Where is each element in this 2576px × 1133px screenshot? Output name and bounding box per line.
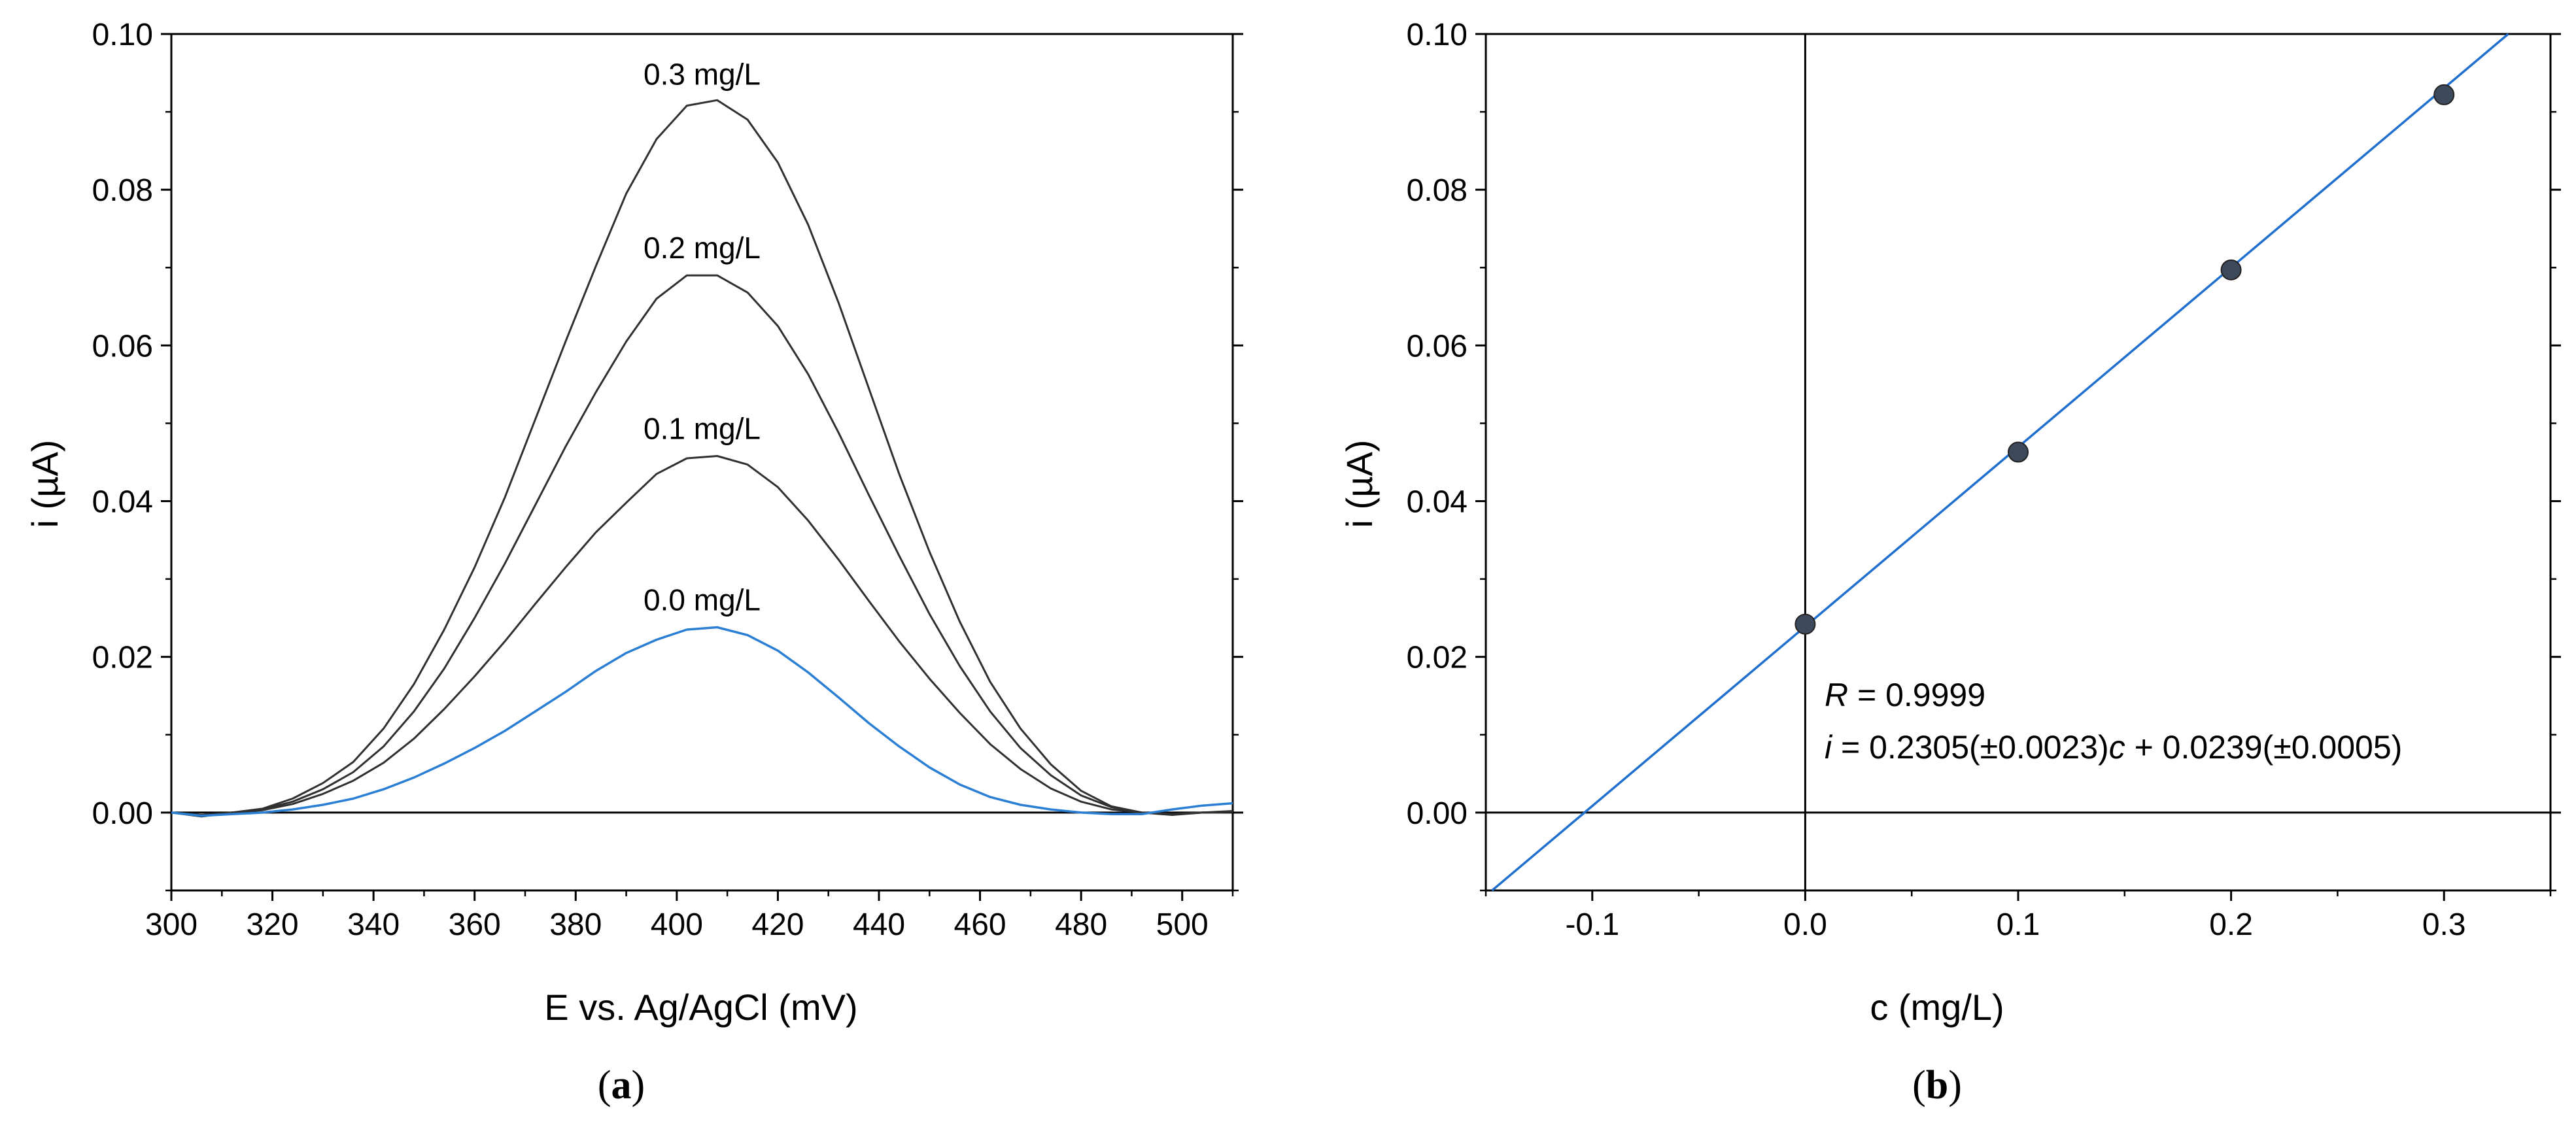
panel-b-data-point bbox=[2433, 84, 2455, 105]
panel-b-equation-annotation: i = 0.2305(±0.0023)c + 0.0239(±0.0005) bbox=[1825, 729, 2402, 766]
panel-a-label-close: ) bbox=[632, 1063, 645, 1108]
panel-a-curve-label: 0.0 mg/L bbox=[644, 583, 761, 617]
panel-b-y-axis-title: i (µA) bbox=[1339, 440, 1380, 528]
panel-b-y-tick-label: 0.06 bbox=[1407, 329, 1468, 364]
panel-a-x-tick-label: 440 bbox=[853, 907, 905, 942]
panel-b-x-axis-title: c (mg/L) bbox=[1870, 987, 2004, 1028]
panel-b-x-tick-label: 0.2 bbox=[2209, 907, 2253, 942]
panel-a-y-tick-label: 0.02 bbox=[92, 641, 153, 675]
panel-a-y-axis-title: i (µA) bbox=[24, 440, 65, 528]
panel-a-curve-label: 0.1 mg/L bbox=[644, 411, 761, 445]
panel-b-x-tick-label: 0.0 bbox=[1783, 907, 1827, 942]
panel-a-label-open: ( bbox=[598, 1063, 611, 1108]
panel-b-eq-c: c bbox=[2109, 729, 2125, 766]
panel-a-y-tick-label: 0.10 bbox=[92, 18, 153, 52]
panel-a-curve-label: 0.2 mg/L bbox=[644, 231, 761, 265]
panel-a-x-tick-label: 300 bbox=[145, 907, 197, 942]
panel-b-plot-area: -0.1 0.0 0.1 0.2 0.3 0.00 0.02 0.04 0.06 0.08 0.10 bbox=[1407, 18, 2561, 942]
panel-b-y-tick-label: 0.00 bbox=[1407, 796, 1468, 831]
panel-b-x-tick-label: 0.3 bbox=[2422, 907, 2466, 942]
panel-a-plot-area: 300 320 340 360 380 400 420 440 460 480 500 0.00 0.0… bbox=[92, 18, 1243, 942]
panel-a-y-tick-label: 0.08 bbox=[92, 173, 153, 208]
panel-a-label-letter: a bbox=[611, 1063, 632, 1108]
panel-a-x-tick-label: 420 bbox=[751, 907, 804, 942]
panel-a-axes-frame bbox=[170, 33, 1234, 892]
panel-a-x-tick-label: 480 bbox=[1055, 907, 1107, 942]
panel-a-series-line-0-2-mg-l bbox=[171, 274, 1233, 817]
panel-a-x-tick-label: 500 bbox=[1156, 907, 1209, 942]
panel-a-x-tick-label: 340 bbox=[347, 907, 400, 942]
panel-b-label: (b) bbox=[1912, 1063, 1962, 1108]
panel-b: -0.1 0.0 0.1 0.2 0.3 0.00 0.02 0.04 0.06 0.08 0.10… bbox=[1339, 18, 2561, 1108]
panel-b-r-annotation: R = 0.9999 bbox=[1825, 677, 1985, 713]
panel-b-y-tick-label: 0.10 bbox=[1407, 18, 1468, 52]
panel-a-y-tick-label: 0.00 bbox=[92, 796, 153, 831]
panel-a-y-tick-label: 0.06 bbox=[92, 329, 153, 364]
panel-b-eq-mid: = 0.2305(±0.0023) bbox=[1832, 729, 2109, 766]
panel-b-y-tick-label: 0.02 bbox=[1407, 641, 1468, 675]
panel-a-y-tick-label: 0.04 bbox=[92, 485, 153, 520]
panel-b-y-tick-label: 0.08 bbox=[1407, 173, 1468, 208]
panel-b-data-point bbox=[2008, 441, 2029, 463]
panel-a-series-line-0-0-mg-l bbox=[171, 626, 1233, 817]
panel-b-fit-line bbox=[1491, 33, 2509, 892]
panel-a: 300 320 340 360 380 400 420 440 460 480 500 0.00 0.0… bbox=[24, 18, 1243, 1108]
panel-b-data-point bbox=[1795, 613, 1816, 635]
panel-a-x-tick-label: 320 bbox=[247, 907, 299, 942]
panel-a-x-tick-label: 400 bbox=[651, 907, 703, 942]
panel-b-y-tick-label: 0.04 bbox=[1407, 485, 1468, 520]
panel-b-label-open: ( bbox=[1912, 1063, 1926, 1108]
panel-a-x-tick-label: 360 bbox=[449, 907, 501, 942]
panel-a-label: (a) bbox=[598, 1063, 645, 1108]
panel-a-curve-label: 0.3 mg/L bbox=[644, 57, 761, 91]
panel-b-x-tick-label: -0.1 bbox=[1565, 907, 1619, 942]
panel-a-x-tick-label: 460 bbox=[954, 907, 1006, 942]
panel-b-x-tick-label: 0.1 bbox=[1997, 907, 2040, 942]
panel-a-x-axis-title: E vs. Ag/AgCl (mV) bbox=[544, 987, 857, 1028]
panel-b-label-letter: b bbox=[1926, 1063, 1948, 1108]
panel-a-series-line-0-3-mg-l bbox=[171, 99, 1233, 818]
panel-b-eq-i: i bbox=[1825, 729, 1833, 766]
panel-b-data-point bbox=[2220, 259, 2242, 280]
panel-b-r-value: = 0.9999 bbox=[1848, 677, 1985, 713]
panel-b-eq-end: + 0.0239(±0.0005) bbox=[2125, 729, 2403, 766]
panel-a-x-tick-label: 380 bbox=[549, 907, 602, 942]
panel-b-r-symbol: R bbox=[1825, 677, 1848, 713]
panel-a-series-line-0-1-mg-l bbox=[171, 455, 1233, 816]
panel-b-label-close: ) bbox=[1948, 1063, 1962, 1108]
